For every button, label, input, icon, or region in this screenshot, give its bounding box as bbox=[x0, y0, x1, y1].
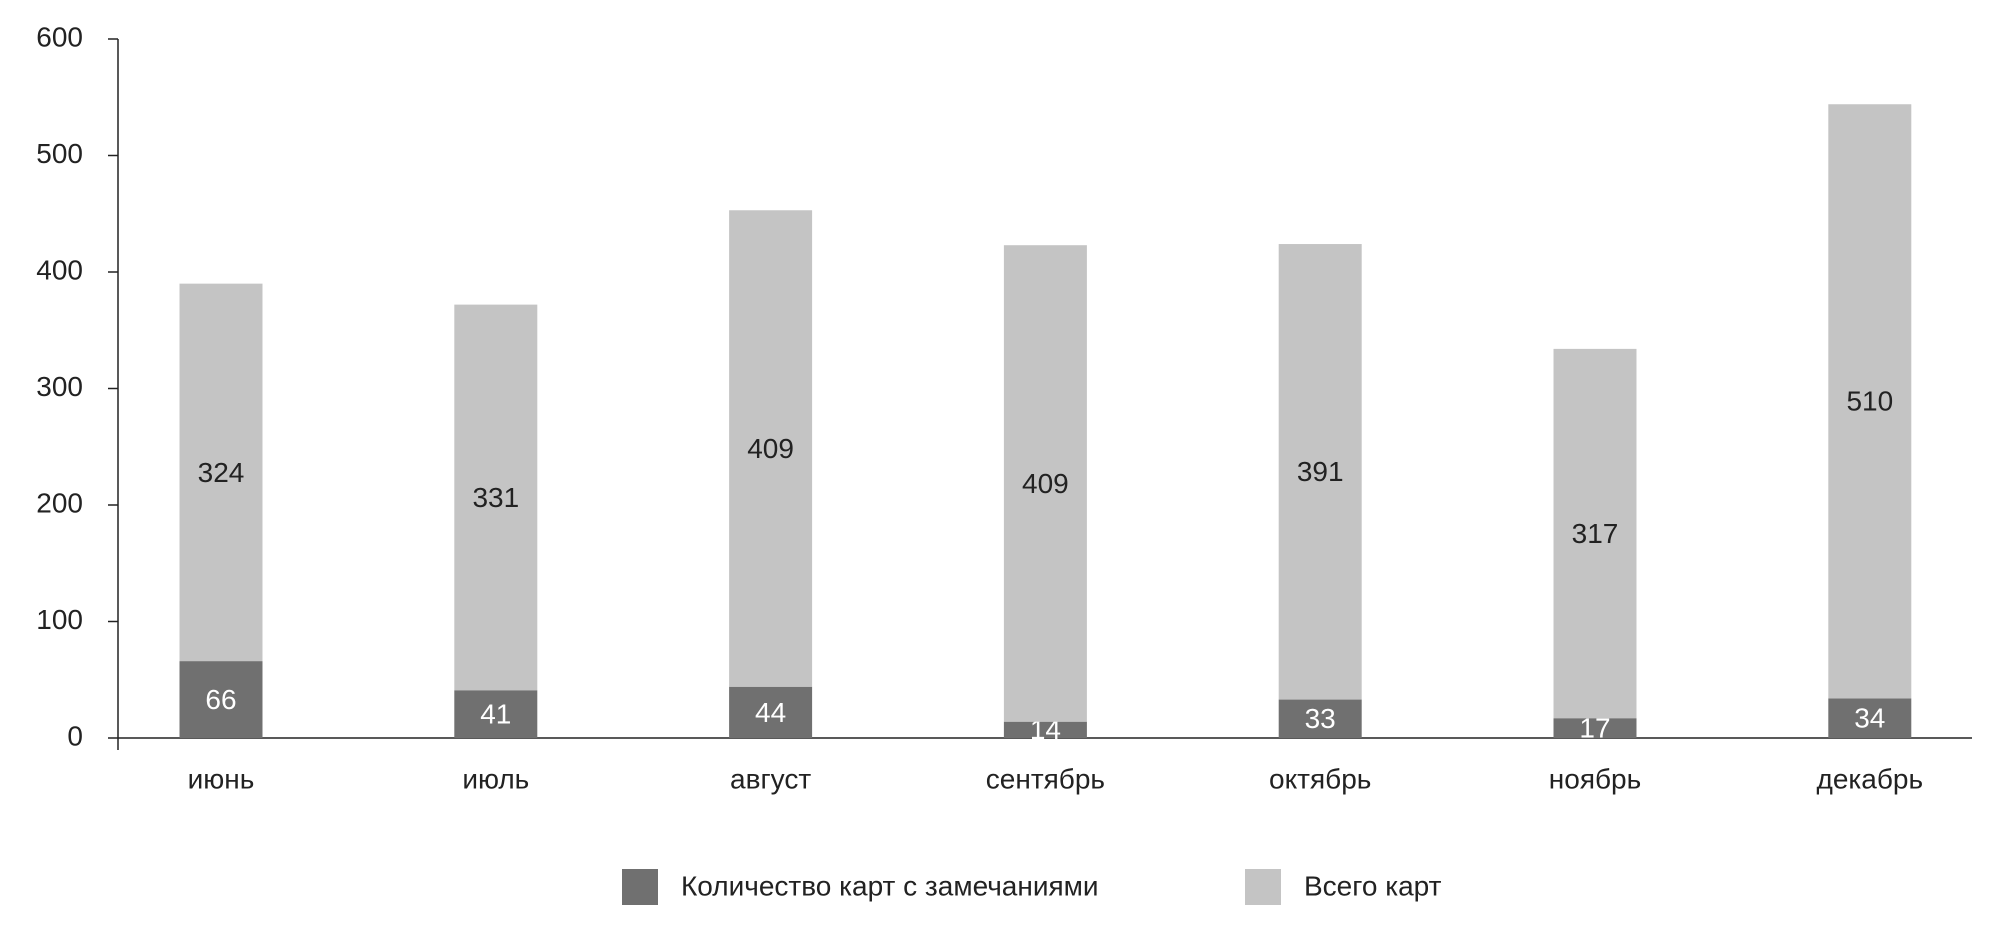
bar-segment bbox=[1003, 721, 1087, 738]
bar-segment bbox=[454, 690, 538, 738]
y-tick-label: 0 bbox=[67, 720, 83, 751]
bar-segment bbox=[1828, 104, 1912, 699]
data-label: 44 bbox=[755, 697, 786, 728]
bar-segment bbox=[1553, 718, 1637, 738]
bar-segment bbox=[729, 686, 813, 738]
legend-swatch bbox=[622, 869, 658, 905]
data-label: 66 bbox=[205, 684, 236, 715]
data-label: 324 bbox=[198, 457, 245, 488]
bar-segment bbox=[729, 210, 813, 687]
data-label: 409 bbox=[747, 433, 794, 464]
data-label: 33 bbox=[1305, 703, 1336, 734]
bar-segment bbox=[1003, 245, 1087, 722]
data-label: 331 bbox=[472, 482, 519, 513]
data-label: 317 bbox=[1572, 518, 1619, 549]
y-tick-label: 300 bbox=[36, 371, 83, 402]
legend-label: Количество карт с замечаниями bbox=[681, 870, 1099, 901]
x-tick-label: октябрь bbox=[1269, 763, 1371, 794]
x-tick-label: сентябрь bbox=[986, 763, 1105, 794]
x-tick-label: июль bbox=[462, 763, 529, 794]
bar-segment bbox=[179, 661, 263, 738]
bar-segment bbox=[1278, 699, 1362, 738]
bar-segment bbox=[1278, 244, 1362, 700]
bar-segment bbox=[1828, 698, 1912, 738]
x-tick-label: ноябрь bbox=[1549, 763, 1641, 794]
legend-label: Всего карт bbox=[1304, 870, 1442, 901]
y-tick-label: 600 bbox=[36, 21, 83, 52]
x-tick-label: август bbox=[730, 763, 811, 794]
y-tick-label: 100 bbox=[36, 604, 83, 635]
y-tick-label: 400 bbox=[36, 254, 83, 285]
data-label: 409 bbox=[1022, 468, 1069, 499]
y-tick-label: 200 bbox=[36, 487, 83, 518]
x-tick-label: июнь bbox=[188, 763, 255, 794]
bar-segment bbox=[454, 304, 538, 691]
x-tick-label: декабрь bbox=[1817, 763, 1924, 794]
bar-segment bbox=[1553, 348, 1637, 719]
data-label: 41 bbox=[480, 699, 511, 730]
y-tick-label: 500 bbox=[36, 138, 83, 169]
bar-segment bbox=[179, 283, 263, 662]
data-label: 510 bbox=[1846, 386, 1893, 417]
legend-swatch bbox=[1245, 869, 1281, 905]
data-label: 34 bbox=[1854, 703, 1885, 734]
data-label: 391 bbox=[1297, 456, 1344, 487]
